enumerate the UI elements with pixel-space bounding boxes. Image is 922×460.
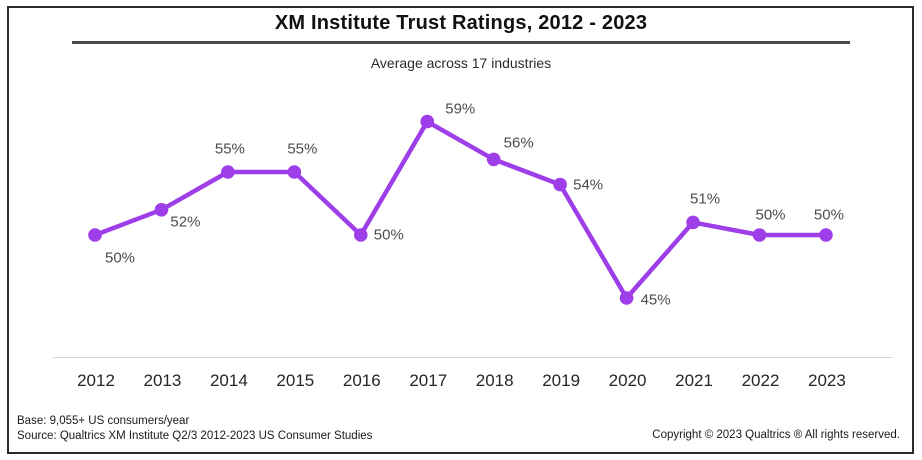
x-axis-tick-label: 2022 bbox=[741, 371, 780, 390]
data-point-marker bbox=[287, 165, 302, 179]
x-axis-tick-label: 2016 bbox=[342, 371, 381, 390]
x-axis-tick-label: 2014 bbox=[209, 371, 248, 390]
data-point-marker bbox=[619, 291, 634, 305]
x-axis-tick-label: 2012 bbox=[77, 371, 115, 390]
trend-line bbox=[92, 119, 829, 301]
footnote-source: Source: Qualtrics XM Institute Q2/3 2012… bbox=[17, 430, 373, 442]
x-axis-tick-label: 2017 bbox=[409, 371, 448, 390]
data-point-marker bbox=[221, 165, 235, 179]
data-point-label: 56% bbox=[503, 134, 534, 152]
x-axis-tick-label: 2015 bbox=[276, 371, 315, 390]
data-point-marker bbox=[553, 177, 567, 192]
data-point-marker bbox=[686, 215, 700, 230]
data-point-marker bbox=[354, 228, 368, 242]
data-point-label: 50% bbox=[104, 249, 136, 267]
data-point-label: 54% bbox=[573, 176, 604, 194]
data-point-label: 50% bbox=[755, 206, 786, 224]
x-axis-tick-label: 2020 bbox=[608, 371, 647, 390]
data-point-marker bbox=[88, 228, 102, 242]
data-point-label: 52% bbox=[170, 213, 201, 231]
data-point-label: 59% bbox=[445, 100, 476, 118]
data-point-label: 51% bbox=[690, 190, 721, 208]
data-point-label: 55% bbox=[214, 140, 245, 158]
x-axis-tick-label: 2021 bbox=[675, 371, 713, 390]
chart-title: XM Institute Trust Ratings, 2012 - 2023 bbox=[274, 12, 648, 34]
footnote-block: Base: 9,055+ US consumers/year Source: Q… bbox=[17, 414, 372, 444]
chart-subtitle: Average across 17 industries bbox=[370, 55, 552, 71]
data-point-marker bbox=[486, 152, 501, 167]
x-axis-tick-label: 2018 bbox=[475, 371, 514, 390]
x-axis-tick-label: 2019 bbox=[542, 371, 581, 390]
data-point-marker bbox=[420, 114, 435, 129]
data-point-marker bbox=[752, 228, 767, 242]
x-axis-tick-label: 2023 bbox=[808, 371, 846, 390]
x-axis-line bbox=[53, 357, 893, 358]
data-point-label: 45% bbox=[640, 291, 671, 309]
data-point-marker bbox=[154, 203, 169, 217]
x-axis-tick-label: 2013 bbox=[143, 371, 182, 390]
copyright-text: Copyright © 2023 Qualtrics ® All rights … bbox=[652, 429, 900, 441]
footnote-base: Base: 9,055+ US consumers/year bbox=[17, 415, 190, 427]
data-point-label: 50% bbox=[373, 226, 404, 244]
data-point-marker bbox=[819, 228, 833, 242]
data-point-label: 50% bbox=[813, 206, 844, 224]
data-point-label: 55% bbox=[287, 140, 318, 158]
title-divider bbox=[72, 41, 850, 44]
